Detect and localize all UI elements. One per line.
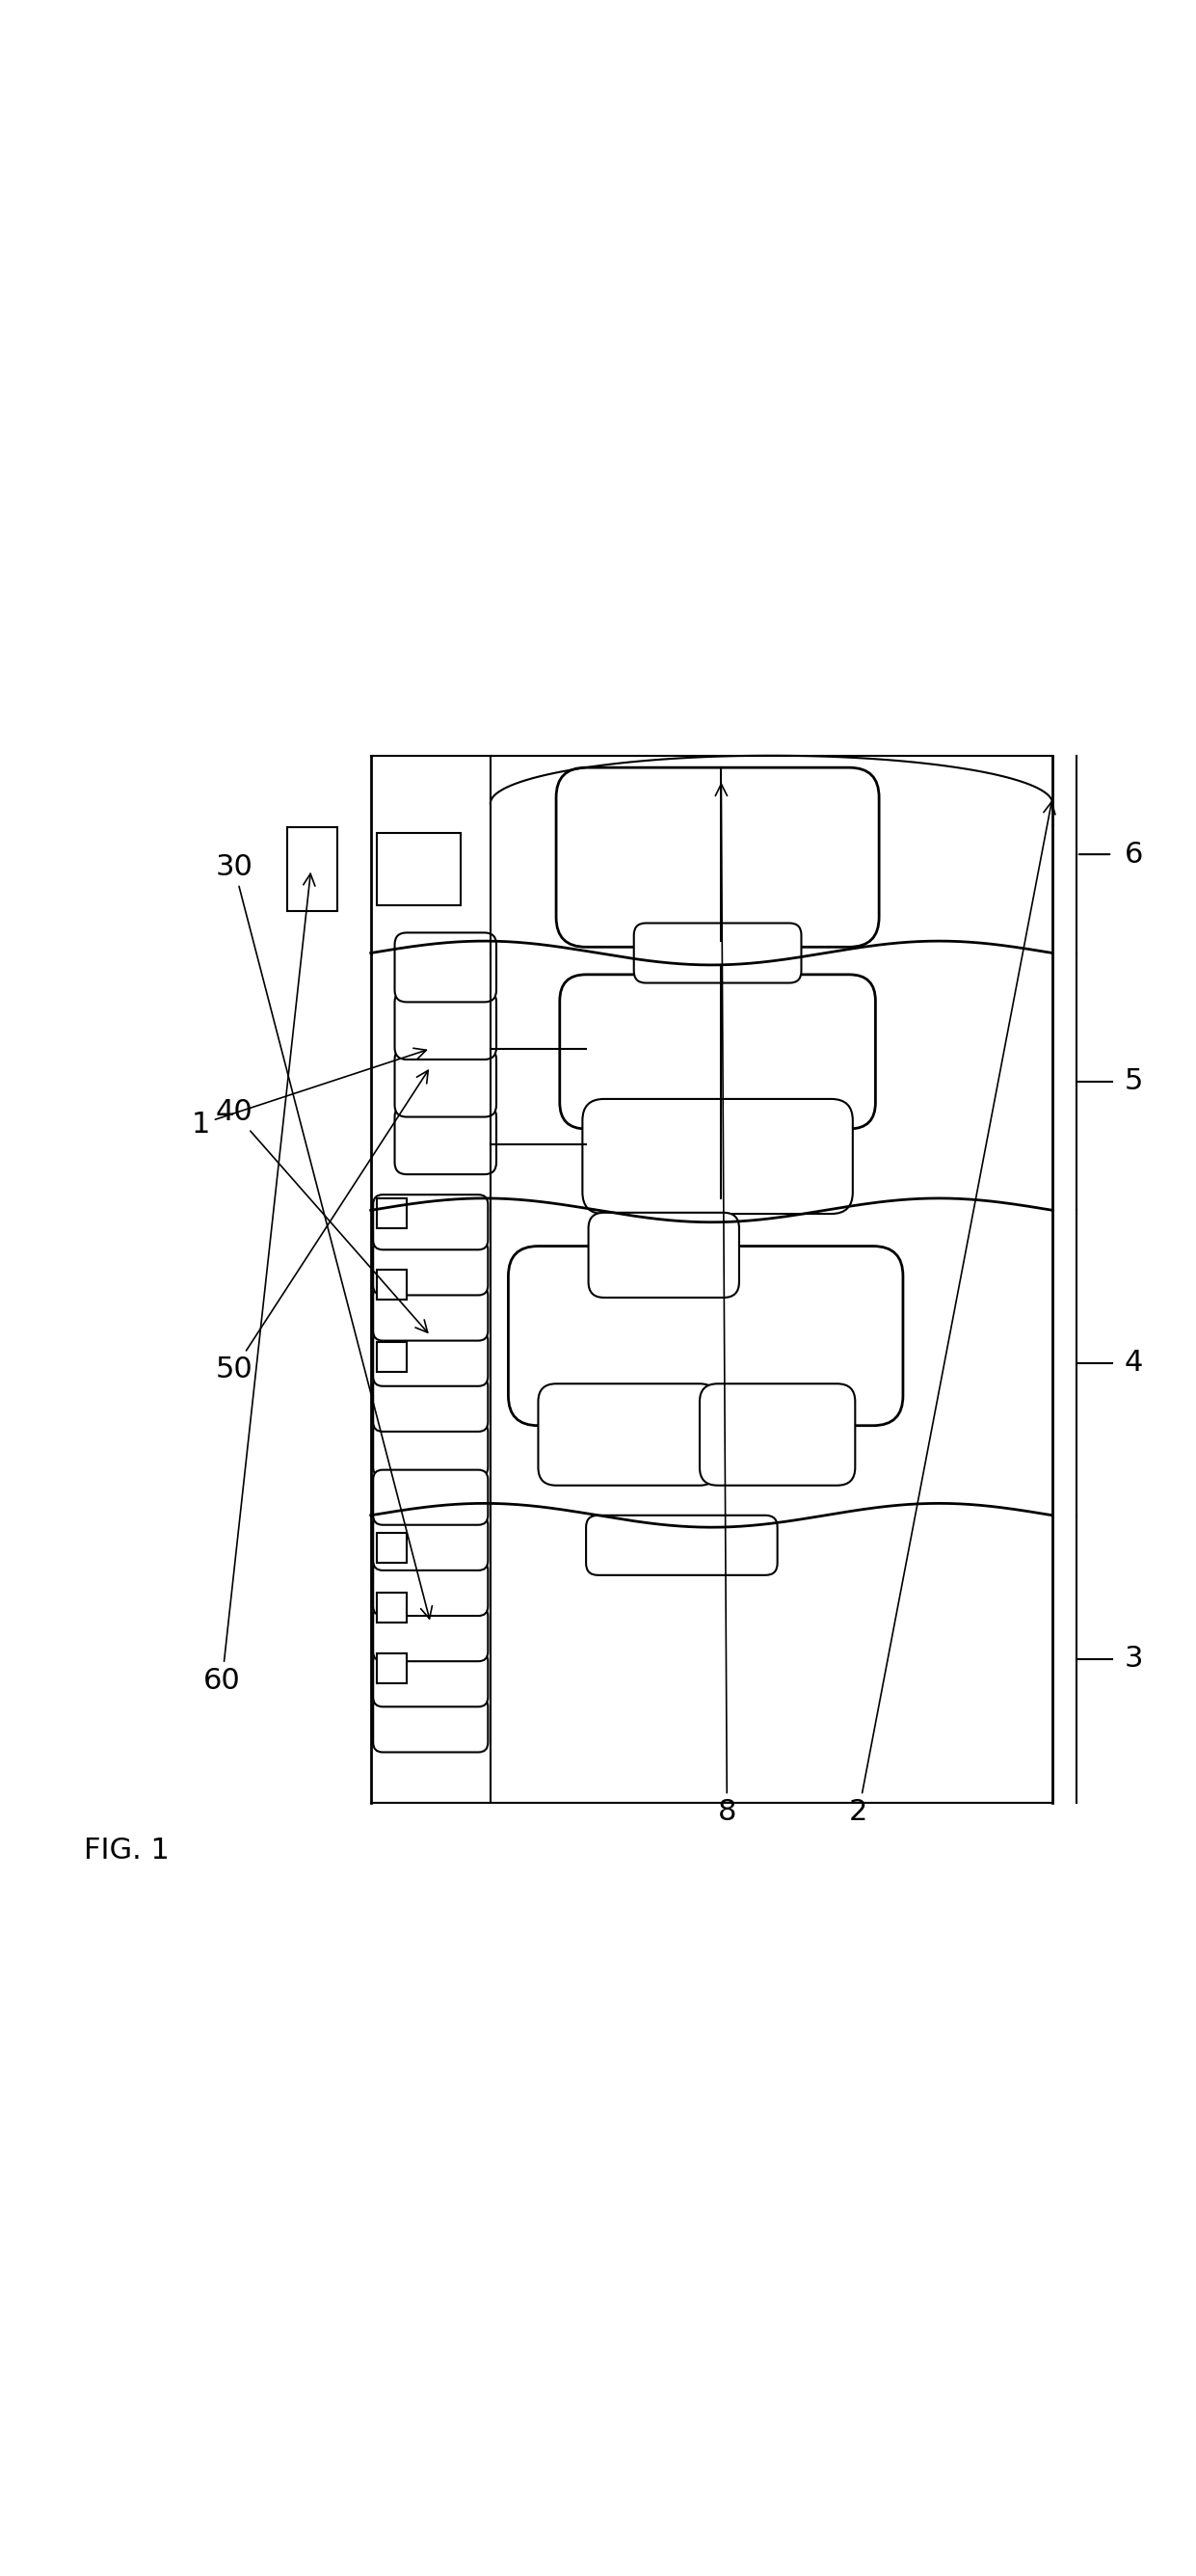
- Text: 6: 6: [1124, 840, 1143, 868]
- Bar: [299, 835, 335, 904]
- FancyBboxPatch shape: [538, 1383, 718, 1486]
- FancyBboxPatch shape: [373, 1422, 488, 1476]
- FancyBboxPatch shape: [373, 1607, 488, 1662]
- FancyBboxPatch shape: [582, 1100, 853, 1213]
- Text: FIG. 1: FIG. 1: [84, 1837, 170, 1865]
- Bar: [377, 1533, 407, 1564]
- FancyBboxPatch shape: [373, 1651, 488, 1708]
- Text: 60: 60: [203, 873, 315, 1695]
- FancyBboxPatch shape: [373, 1332, 488, 1386]
- FancyBboxPatch shape: [634, 922, 801, 984]
- Bar: [377, 1198, 407, 1229]
- FancyBboxPatch shape: [373, 1698, 488, 1752]
- Text: 50: 50: [215, 1072, 428, 1383]
- Bar: [377, 1592, 407, 1623]
- FancyBboxPatch shape: [373, 1285, 488, 1340]
- FancyBboxPatch shape: [700, 1383, 855, 1486]
- FancyBboxPatch shape: [588, 1213, 739, 1298]
- FancyBboxPatch shape: [586, 1515, 777, 1574]
- Bar: [377, 1270, 407, 1301]
- Text: 40: 40: [215, 1097, 428, 1332]
- FancyBboxPatch shape: [395, 1048, 496, 1118]
- FancyBboxPatch shape: [373, 1376, 488, 1432]
- Text: 30: 30: [215, 853, 432, 1618]
- FancyBboxPatch shape: [395, 989, 496, 1059]
- Bar: [287, 827, 337, 912]
- FancyBboxPatch shape: [395, 1105, 496, 1175]
- FancyBboxPatch shape: [373, 1195, 488, 1249]
- FancyBboxPatch shape: [373, 1239, 488, 1296]
- FancyBboxPatch shape: [556, 768, 879, 948]
- Bar: [377, 835, 460, 904]
- Text: 2: 2: [849, 801, 1055, 1826]
- FancyBboxPatch shape: [373, 1515, 488, 1571]
- FancyBboxPatch shape: [373, 1471, 488, 1525]
- FancyBboxPatch shape: [373, 1561, 488, 1615]
- Text: 1: 1: [191, 1048, 426, 1139]
- FancyBboxPatch shape: [395, 933, 496, 1002]
- FancyBboxPatch shape: [560, 974, 875, 1128]
- Text: 8: 8: [715, 783, 737, 1826]
- Text: 3: 3: [1124, 1646, 1143, 1672]
- Text: 5: 5: [1124, 1066, 1143, 1095]
- Bar: [377, 1342, 407, 1373]
- FancyBboxPatch shape: [508, 1247, 903, 1425]
- Bar: [377, 1654, 407, 1682]
- Text: 4: 4: [1124, 1350, 1143, 1376]
